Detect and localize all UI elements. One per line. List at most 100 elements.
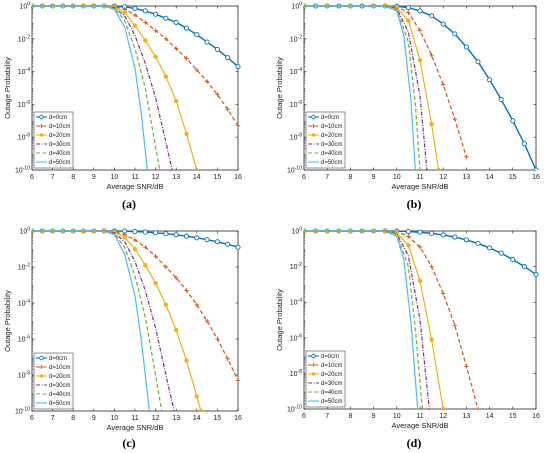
data-point — [406, 18, 411, 23]
legend-label: d=40cm — [49, 151, 71, 157]
data-point — [475, 406, 481, 409]
x-tick-label: 12 — [152, 415, 160, 422]
x-tick-label: 13 — [463, 413, 471, 420]
legend-marker — [311, 124, 316, 128]
y-tick-label: 10-10 — [15, 407, 30, 416]
legend-label: d=40cm — [49, 392, 71, 398]
x-tick-label: 13 — [463, 174, 471, 181]
data-point — [225, 356, 230, 361]
data-point — [510, 256, 516, 263]
data-point — [498, 96, 504, 103]
x-tick-label: 13 — [172, 415, 180, 422]
legend-label: d=0cm — [321, 354, 339, 360]
series-line — [304, 230, 419, 409]
data-point — [406, 10, 411, 15]
y-tick-label: 100 — [291, 227, 302, 236]
data-point — [174, 46, 179, 51]
y-tick-label: 10-6 — [290, 100, 302, 109]
legend-label: d=40cm — [321, 151, 343, 157]
panel-letter: (b) — [407, 197, 422, 211]
data-point — [198, 408, 204, 411]
x-tick-label: 13 — [172, 174, 180, 181]
data-point — [452, 116, 457, 122]
data-point — [417, 8, 423, 14]
data-point — [441, 291, 446, 296]
data-point — [487, 77, 493, 83]
data-point — [163, 302, 169, 307]
data-point — [153, 11, 159, 17]
data-point — [463, 237, 469, 243]
legend-label: d=30cm — [49, 383, 71, 389]
y-tick-label: 10-10 — [287, 405, 302, 414]
x-tick-label: 7 — [325, 413, 329, 420]
legend: d=0cm d=10cm d=20cm d=30cm d=40cm d=50cm — [305, 111, 346, 169]
data-point — [225, 107, 230, 112]
y-tick-label: 10-4 — [290, 298, 302, 307]
data-point — [163, 36, 169, 41]
x-tick-label: 9 — [92, 174, 96, 181]
legend-label: d=10cm — [321, 363, 343, 369]
legend-marker — [39, 374, 44, 378]
data-point — [143, 245, 148, 250]
data-point — [436, 167, 441, 170]
data-point — [235, 244, 241, 250]
data-point — [214, 46, 220, 53]
chart-panel: 6 7 8 9 10 11 12 13 14 15 16 10-10 10-8 10-6 10-4 10-2 1… — [275, 227, 540, 451]
data-point — [417, 278, 423, 284]
data-point — [406, 243, 411, 248]
data-point — [142, 229, 148, 235]
x-tick-label: 15 — [509, 174, 517, 181]
x-tick-label: 16 — [532, 174, 540, 181]
data-point — [452, 323, 457, 328]
data-point — [132, 23, 138, 28]
data-point — [235, 378, 241, 383]
y-axis-label: Outage Probability — [3, 290, 12, 352]
legend-label: d=0cm — [321, 115, 339, 121]
data-point — [174, 98, 179, 104]
x-tick-label: 9 — [92, 415, 96, 422]
legend-label: d=50cm — [321, 399, 343, 405]
data-point — [452, 31, 458, 37]
y-tick-label: 10-8 — [18, 371, 30, 380]
data-point — [204, 79, 210, 84]
x-tick-label: 9 — [372, 174, 376, 181]
legend-label: d=40cm — [321, 390, 343, 396]
data-point — [183, 25, 190, 31]
y-tick-label: 100 — [19, 2, 30, 11]
data-point — [163, 231, 169, 237]
data-point — [225, 241, 231, 247]
legend: d=0cm d=10cm d=20cm d=30cm d=40cm d=50cm — [305, 350, 346, 408]
y-tick-label: 10-6 — [290, 333, 302, 342]
chart-panel: 6 7 8 9 10 11 12 13 14 15 16 10-10 10-8 10-6 10-4 10-2 1… — [3, 2, 242, 212]
data-point — [174, 327, 179, 333]
data-point — [153, 281, 158, 286]
x-axis-label: Average SNR/dB — [392, 182, 449, 191]
data-point — [429, 53, 434, 58]
data-point — [184, 131, 189, 137]
data-point — [463, 44, 469, 50]
data-point — [153, 254, 158, 259]
x-axis-label: Average SNR/dB — [392, 421, 449, 430]
chart-panel: 6 7 8 9 10 11 12 13 14 15 16 10-10 10-8 10-6 10-4 10-2 1… — [275, 2, 540, 212]
data-point — [153, 54, 158, 60]
legend-marker — [39, 365, 44, 369]
data-point — [184, 358, 189, 363]
data-point — [194, 302, 199, 307]
legend-marker — [311, 133, 316, 137]
panel-letter: (c) — [122, 436, 135, 450]
legend-marker — [311, 353, 316, 359]
x-tick-label: 11 — [416, 413, 423, 420]
data-point — [194, 167, 199, 170]
data-point — [521, 264, 527, 270]
y-tick-label: 100 — [291, 2, 302, 11]
data-point — [132, 237, 138, 243]
data-point — [132, 5, 138, 12]
data-point — [475, 59, 481, 65]
y-tick-label: 10-8 — [18, 133, 30, 142]
data-point — [153, 230, 159, 236]
data-point — [417, 28, 423, 33]
y-tick-label: 10-2 — [290, 34, 302, 43]
y-tick-label: 10-6 — [18, 335, 30, 344]
data-point — [452, 234, 458, 240]
y-tick-label: 10-8 — [290, 369, 302, 378]
